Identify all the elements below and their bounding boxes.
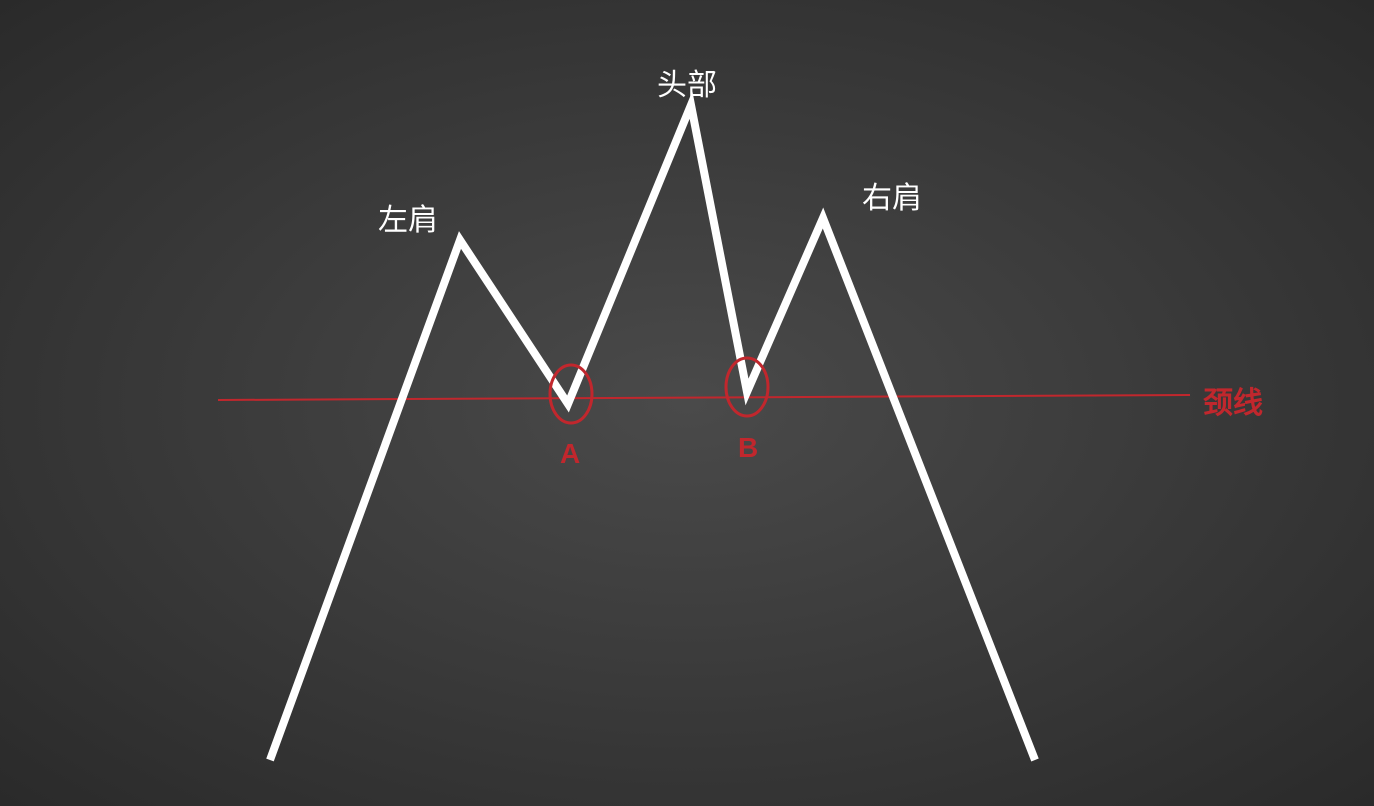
head-label: 头部 bbox=[657, 60, 717, 104]
right-shoulder-label: 右肩 bbox=[862, 173, 922, 217]
point-a-label: A bbox=[560, 438, 580, 470]
neckline-line bbox=[218, 395, 1190, 400]
point-b-label: B bbox=[738, 432, 758, 464]
neckline-label: 颈线 bbox=[1203, 378, 1263, 422]
left-shoulder-label: 左肩 bbox=[378, 195, 438, 239]
head-shoulders-diagram bbox=[0, 0, 1374, 806]
